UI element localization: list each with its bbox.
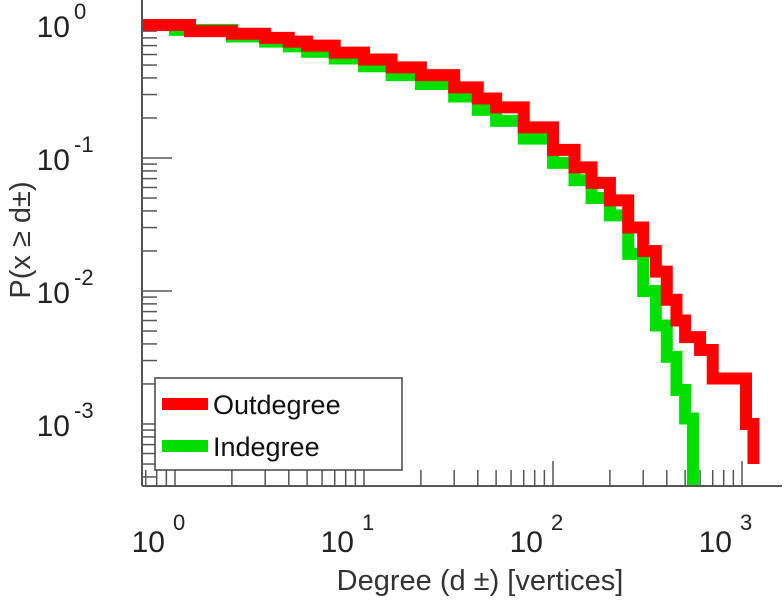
x-tick-label-base: 10 [321,526,354,559]
y-tick-label-base: 10 [37,11,70,44]
y-tick-label-exponent: 0 [74,0,86,24]
x-tick-label-base: 10 [699,526,732,559]
y-axis-title: P(x ≥ d±) [5,181,37,298]
legend-box [154,377,403,471]
series-line-outdegree [142,19,760,465]
x-tick-label-exponent: 0 [173,510,185,535]
x-tick-label-base: 10 [132,526,165,559]
y-tick-label-exponent: -1 [74,132,94,157]
x-axis-title: Degree (d ±) [vertices] [337,565,624,597]
legend-label-indegree: Indegree [213,432,320,462]
x-tick-label-base: 10 [510,526,543,559]
legend: Outdegree Indegree [154,377,403,471]
x-tick-label-exponent: 2 [551,510,563,535]
series-layer [142,19,760,486]
y-tick-label-base: 10 [37,144,70,177]
y-tick-label-exponent: -2 [74,265,94,290]
y-tick-label-base: 10 [37,410,70,443]
legend-label-outdegree: Outdegree [213,390,341,420]
x-tick-label-exponent: 3 [740,510,752,535]
y-tick-label-exponent: -3 [74,398,94,423]
x-tick-label-exponent: 1 [362,510,374,535]
y-tick-label-base: 10 [37,277,70,310]
